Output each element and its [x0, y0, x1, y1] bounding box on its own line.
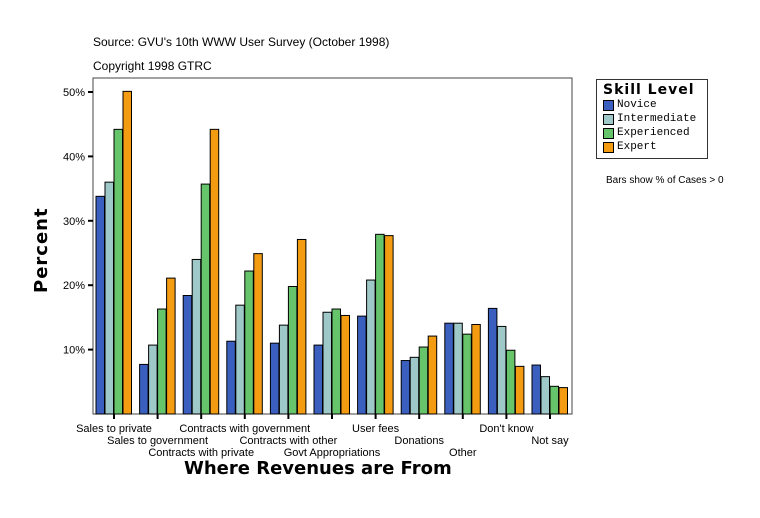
legend-label: Novice [617, 99, 657, 111]
y-axis-label: Percent [31, 207, 52, 293]
legend-title: Skill Level [603, 82, 695, 98]
bar-expert-0 [122, 90, 132, 415]
legend-swatch [603, 141, 614, 153]
legend-label: Intermediate [617, 113, 697, 125]
bar-intermediate-2 [191, 258, 202, 415]
note-text: Bars show % of Cases > 0 [606, 175, 724, 186]
y-tick-label: 30% [63, 216, 85, 228]
bar-novice-4 [269, 342, 280, 415]
legend-item: Expert [603, 140, 707, 154]
bar-expert-7 [427, 335, 438, 415]
bar-experienced-1 [157, 308, 167, 415]
bar-novice-5 [313, 344, 323, 415]
bar-intermediate-4 [278, 324, 289, 415]
x-tick-label: Not say [531, 435, 569, 447]
bar-intermediate-5 [322, 311, 332, 415]
bar-experienced-5 [331, 308, 341, 415]
source-text: Source: GVU's 10th WWW User Survey (Octo… [93, 35, 390, 49]
x-tick-label: Sales to private [76, 423, 152, 435]
legend-swatch [603, 127, 614, 139]
bar-experienced-10 [549, 385, 559, 415]
x-tick-label: Contracts with other [239, 435, 337, 447]
bar-novice-7 [400, 360, 411, 415]
legend-swatch [603, 113, 614, 125]
x-tick-label: Don't know [479, 423, 533, 435]
legend-item: Experienced [603, 126, 707, 140]
bar-novice-8 [444, 322, 454, 415]
bar-novice-1 [139, 363, 149, 415]
y-tick-label: 40% [63, 151, 85, 163]
bar-intermediate-7 [409, 356, 420, 415]
bar-intermediate-10 [540, 376, 550, 415]
legend-items: Novice Intermediate Experienced Expert [597, 98, 707, 154]
bar-experienced-0 [113, 128, 123, 415]
x-tick-label: Donations [394, 435, 444, 447]
bar-novice-10 [531, 364, 541, 415]
legend-item: Novice [603, 98, 707, 112]
x-tick-label: Sales to government [107, 435, 208, 447]
bar-expert-4 [296, 238, 307, 415]
bar-expert-3 [253, 253, 263, 415]
legend: Skill Level Novice Intermediate Experience… [596, 79, 708, 159]
bar-experienced-6 [375, 233, 385, 415]
bar-expert-2 [209, 128, 220, 415]
legend-label: Experienced [617, 127, 690, 139]
bar-novice-0 [95, 195, 105, 415]
bar-experienced-8 [462, 333, 472, 415]
bar-expert-6 [384, 235, 394, 415]
bar-expert-5 [340, 314, 350, 415]
bar-expert-8 [471, 323, 481, 415]
bar-expert-1 [166, 277, 176, 415]
bar-experienced-3 [244, 270, 254, 415]
x-tick-label: Other [449, 447, 477, 459]
bar-intermediate-8 [453, 322, 463, 415]
bar-novice-9 [487, 307, 498, 415]
y-tick-label: 50% [63, 87, 85, 99]
bar-expert-9 [514, 365, 525, 415]
bar-experienced-7 [418, 346, 429, 415]
bar-novice-2 [182, 295, 193, 415]
y-tick-label: 20% [63, 280, 85, 292]
bar-experienced-4 [287, 285, 298, 415]
legend-label: Expert [617, 141, 657, 153]
bar-intermediate-6 [366, 279, 376, 415]
bar-intermediate-1 [148, 344, 158, 415]
x-axis-label: Where Revenues are From [184, 458, 452, 479]
bar-experienced-2 [200, 183, 211, 415]
bar-novice-6 [357, 315, 367, 415]
legend-swatch [603, 99, 614, 111]
x-tick-label: Contracts with private [148, 447, 254, 459]
y-tick-label: 10% [63, 345, 85, 357]
bar-intermediate-9 [496, 325, 507, 415]
copyright-text: Copyright 1998 GTRC [93, 59, 212, 73]
bar-expert-10 [558, 387, 568, 415]
legend-item: Intermediate [603, 112, 707, 126]
x-tick-label: Contracts with government [179, 423, 310, 435]
bar-experienced-9 [505, 349, 516, 415]
bar-novice-3 [226, 340, 236, 415]
x-tick-label: Govt Appropriations [284, 447, 381, 459]
bar-intermediate-0 [104, 181, 114, 415]
bar-intermediate-3 [235, 304, 245, 415]
x-tick-label: User fees [352, 423, 400, 435]
